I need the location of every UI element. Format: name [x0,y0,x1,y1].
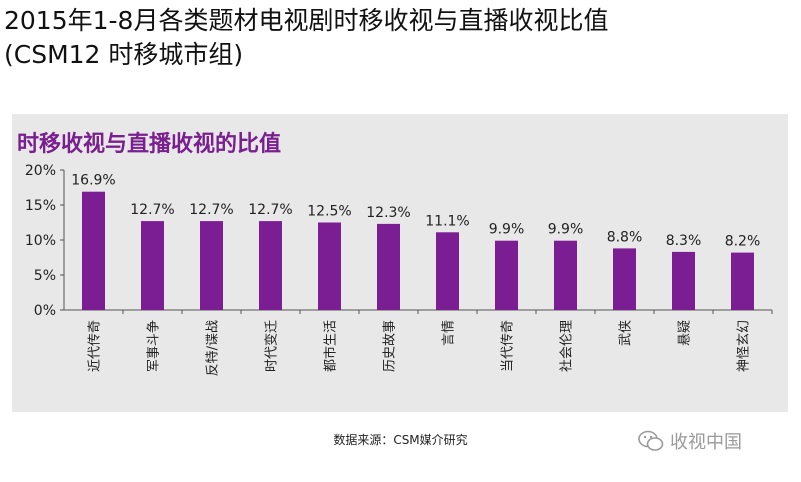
data-label: 11.1% [425,213,469,229]
x-tick-label: 都市生活 [323,320,339,372]
x-tick-label: 历史故事 [383,320,398,372]
data-label: 12.7% [189,202,233,218]
bar [436,232,459,310]
bar [141,221,164,310]
bar [82,191,105,310]
data-label: 12.7% [248,202,292,218]
wechat-icon [638,430,664,451]
x-tick-label: 军事斗争 [147,320,162,372]
bar [259,221,282,310]
data-label: 8.2% [725,234,761,250]
x-tick-label: 悬疑 [677,320,693,346]
x-tick-label: 言情 [442,320,457,346]
y-tick-label: 15% [25,198,56,214]
bar [377,223,400,310]
watermark-text: 收视中国 [670,432,742,453]
page-title: 2015年1-8月各类题材电视剧时移收视与直播收视比值 (CSM12 时移城市组… [4,4,794,72]
data-label: 8.3% [666,233,702,249]
bar [318,222,341,310]
x-tick-label: 社会伦理 [559,320,575,372]
data-label: 9.9% [548,222,584,238]
x-tick-label: 反特/谍战 [206,320,221,376]
data-label: 8.8% [607,229,643,245]
data-label: 16.9% [71,173,115,189]
y-tick-label: 0% [34,303,56,319]
data-label: 9.9% [489,222,525,238]
source-note: 数据来源：CSM媒介研究 [333,433,468,447]
bar [613,248,636,310]
y-tick-label: 5% [34,268,56,284]
x-tick-label: 当代传奇 [500,320,516,372]
x-tick-label: 神怪玄幻 [737,320,752,372]
bar [495,240,518,310]
watermark: 收视中国 [638,428,742,454]
data-label: 12.3% [366,205,410,221]
page-title-line2: (CSM12 时移城市组) [4,40,244,69]
x-tick-label: 武侠 [619,320,634,346]
y-tick-label: 10% [25,233,56,249]
bar [672,251,695,310]
data-label: 12.7% [130,202,174,218]
data-label: 12.5% [307,204,351,220]
x-tick-label: 近代传奇 [87,320,103,372]
bar [554,240,577,310]
y-tick-label: 20% [25,163,56,179]
bar [200,221,223,310]
chart-title: 时移收视与直播收视的比值 [17,132,282,157]
bar [731,252,754,310]
x-tick-label: 时代变迁 [264,320,280,372]
page-title-line1: 2015年1-8月各类题材电视剧时移收视与直播收视比值 [4,6,609,35]
